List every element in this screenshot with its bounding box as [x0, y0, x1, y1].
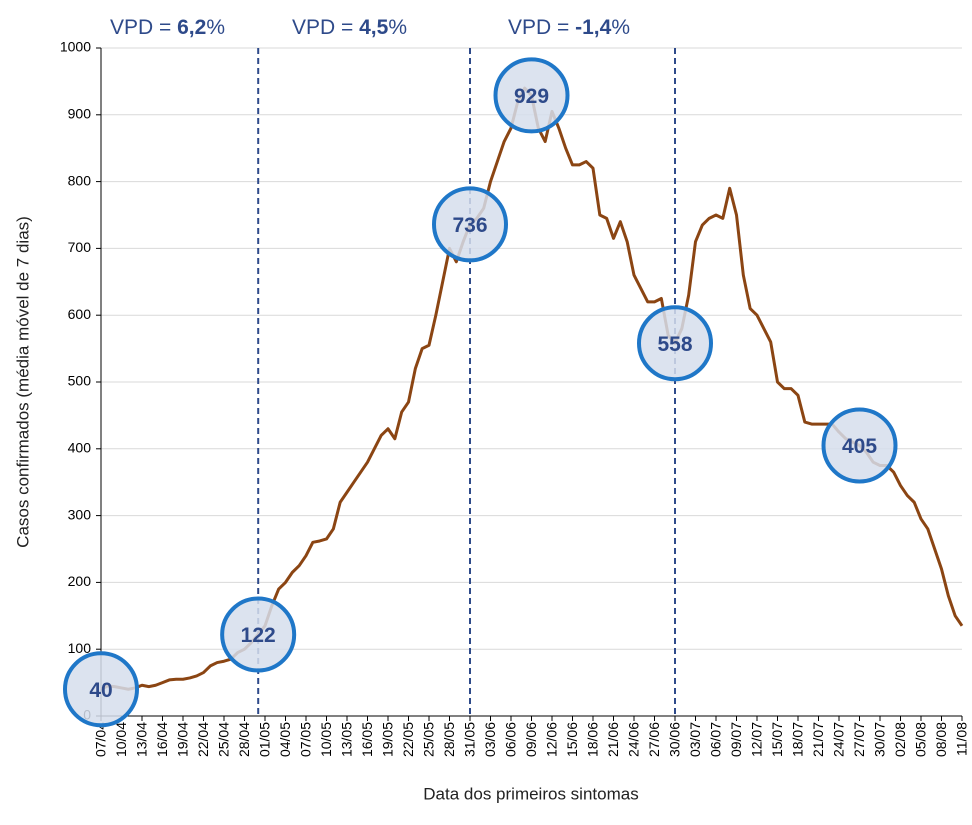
y-tick-label: 800 — [68, 172, 92, 188]
x-tick-label: 07/05 — [298, 722, 314, 757]
x-tick-label: 11/08 — [954, 722, 970, 756]
value-label: 736 — [452, 214, 487, 237]
x-tick-label: 13/04 — [134, 722, 150, 757]
highlight-circle — [821, 407, 898, 484]
x-tick-label: 27/07 — [851, 722, 867, 757]
x-tick-label: 19/05 — [380, 722, 396, 757]
x-tick-label: 06/07 — [708, 722, 724, 757]
x-tick-label: 22/04 — [195, 722, 211, 757]
x-tick-label: 04/05 — [277, 722, 293, 757]
y-tick-label: 1000 — [60, 39, 91, 55]
highlight-circle — [63, 651, 139, 728]
x-tick-label: 15/07 — [769, 722, 785, 757]
y-tick-label: 400 — [68, 440, 92, 456]
x-tick-label: 12/06 — [544, 722, 560, 757]
value-label: 40 — [89, 679, 112, 702]
x-tick-label: 07/04 — [93, 722, 109, 757]
x-tick-label: 18/07 — [790, 722, 806, 757]
y-tick-label: 200 — [68, 573, 92, 589]
line-series — [100, 86, 964, 691]
y-tick-label: 100 — [68, 640, 92, 656]
value-label: 405 — [842, 435, 877, 458]
highlight-circle — [220, 596, 297, 673]
x-tick-label: 12/07 — [749, 722, 765, 757]
value-label: 122 — [241, 624, 276, 647]
x-tick-label: 28/05 — [441, 722, 457, 757]
y-tick-label: 600 — [68, 306, 92, 322]
x-tick-label: 25/04 — [216, 722, 232, 757]
x-tick-label: 24/06 — [626, 722, 642, 757]
x-tick-label: 21/06 — [605, 722, 621, 757]
x-tick-label: 13/05 — [339, 722, 355, 757]
x-tick-label: 30/07 — [872, 722, 888, 757]
x-tick-label: 28/04 — [236, 722, 252, 757]
x-tick-label: 06/06 — [503, 722, 519, 757]
x-tick-label: 30/06 — [667, 722, 683, 757]
y-tick-label: 500 — [68, 373, 92, 389]
x-tick-label: 03/07 — [687, 722, 703, 757]
x-tick-label: 18/06 — [585, 722, 601, 757]
value-label: 558 — [657, 333, 692, 356]
annotation: VPD = 6,2% — [110, 16, 225, 39]
x-tick-label: 16/05 — [359, 722, 375, 757]
x-tick-label: 09/06 — [523, 722, 539, 757]
x-tick-label: 22/05 — [400, 722, 416, 757]
x-tick-label: 02/08 — [892, 722, 908, 757]
annotation: VPD = 4,5% — [292, 16, 407, 39]
x-tick-label: 09/07 — [728, 722, 744, 757]
highlight-circle — [432, 186, 508, 263]
y-tick-label: 700 — [68, 239, 92, 255]
y-tick-label: 300 — [68, 506, 92, 522]
annotation: VPD = -1,4% — [508, 16, 630, 39]
x-axis-title: Data dos primeiros sintomas — [423, 784, 638, 803]
highlight-circle — [637, 305, 713, 382]
x-tick-label: 01/05 — [257, 722, 273, 757]
x-tick-label: 08/08 — [933, 722, 949, 757]
x-tick-label: 27/06 — [646, 722, 662, 757]
y-axis-title: Casos confirmados (média móvel de 7 dias… — [13, 216, 32, 548]
x-tick-label: 31/05 — [462, 722, 478, 757]
x-tick-label: 15/06 — [564, 722, 580, 757]
highlight-circle — [493, 57, 570, 134]
x-tick-label: 25/05 — [421, 722, 437, 757]
x-tick-label: 16/04 — [154, 722, 170, 757]
x-tick-label: 05/08 — [913, 722, 929, 757]
x-tick-label: 21/07 — [810, 722, 826, 757]
x-tick-label: 24/07 — [831, 722, 847, 757]
y-tick-label: 900 — [68, 106, 92, 122]
x-tick-label: 19/04 — [175, 722, 191, 757]
x-tick-label: 10/04 — [113, 722, 129, 757]
x-tick-label: 03/06 — [482, 722, 498, 757]
value-label: 929 — [514, 85, 549, 108]
x-tick-label: 10/05 — [318, 722, 334, 757]
